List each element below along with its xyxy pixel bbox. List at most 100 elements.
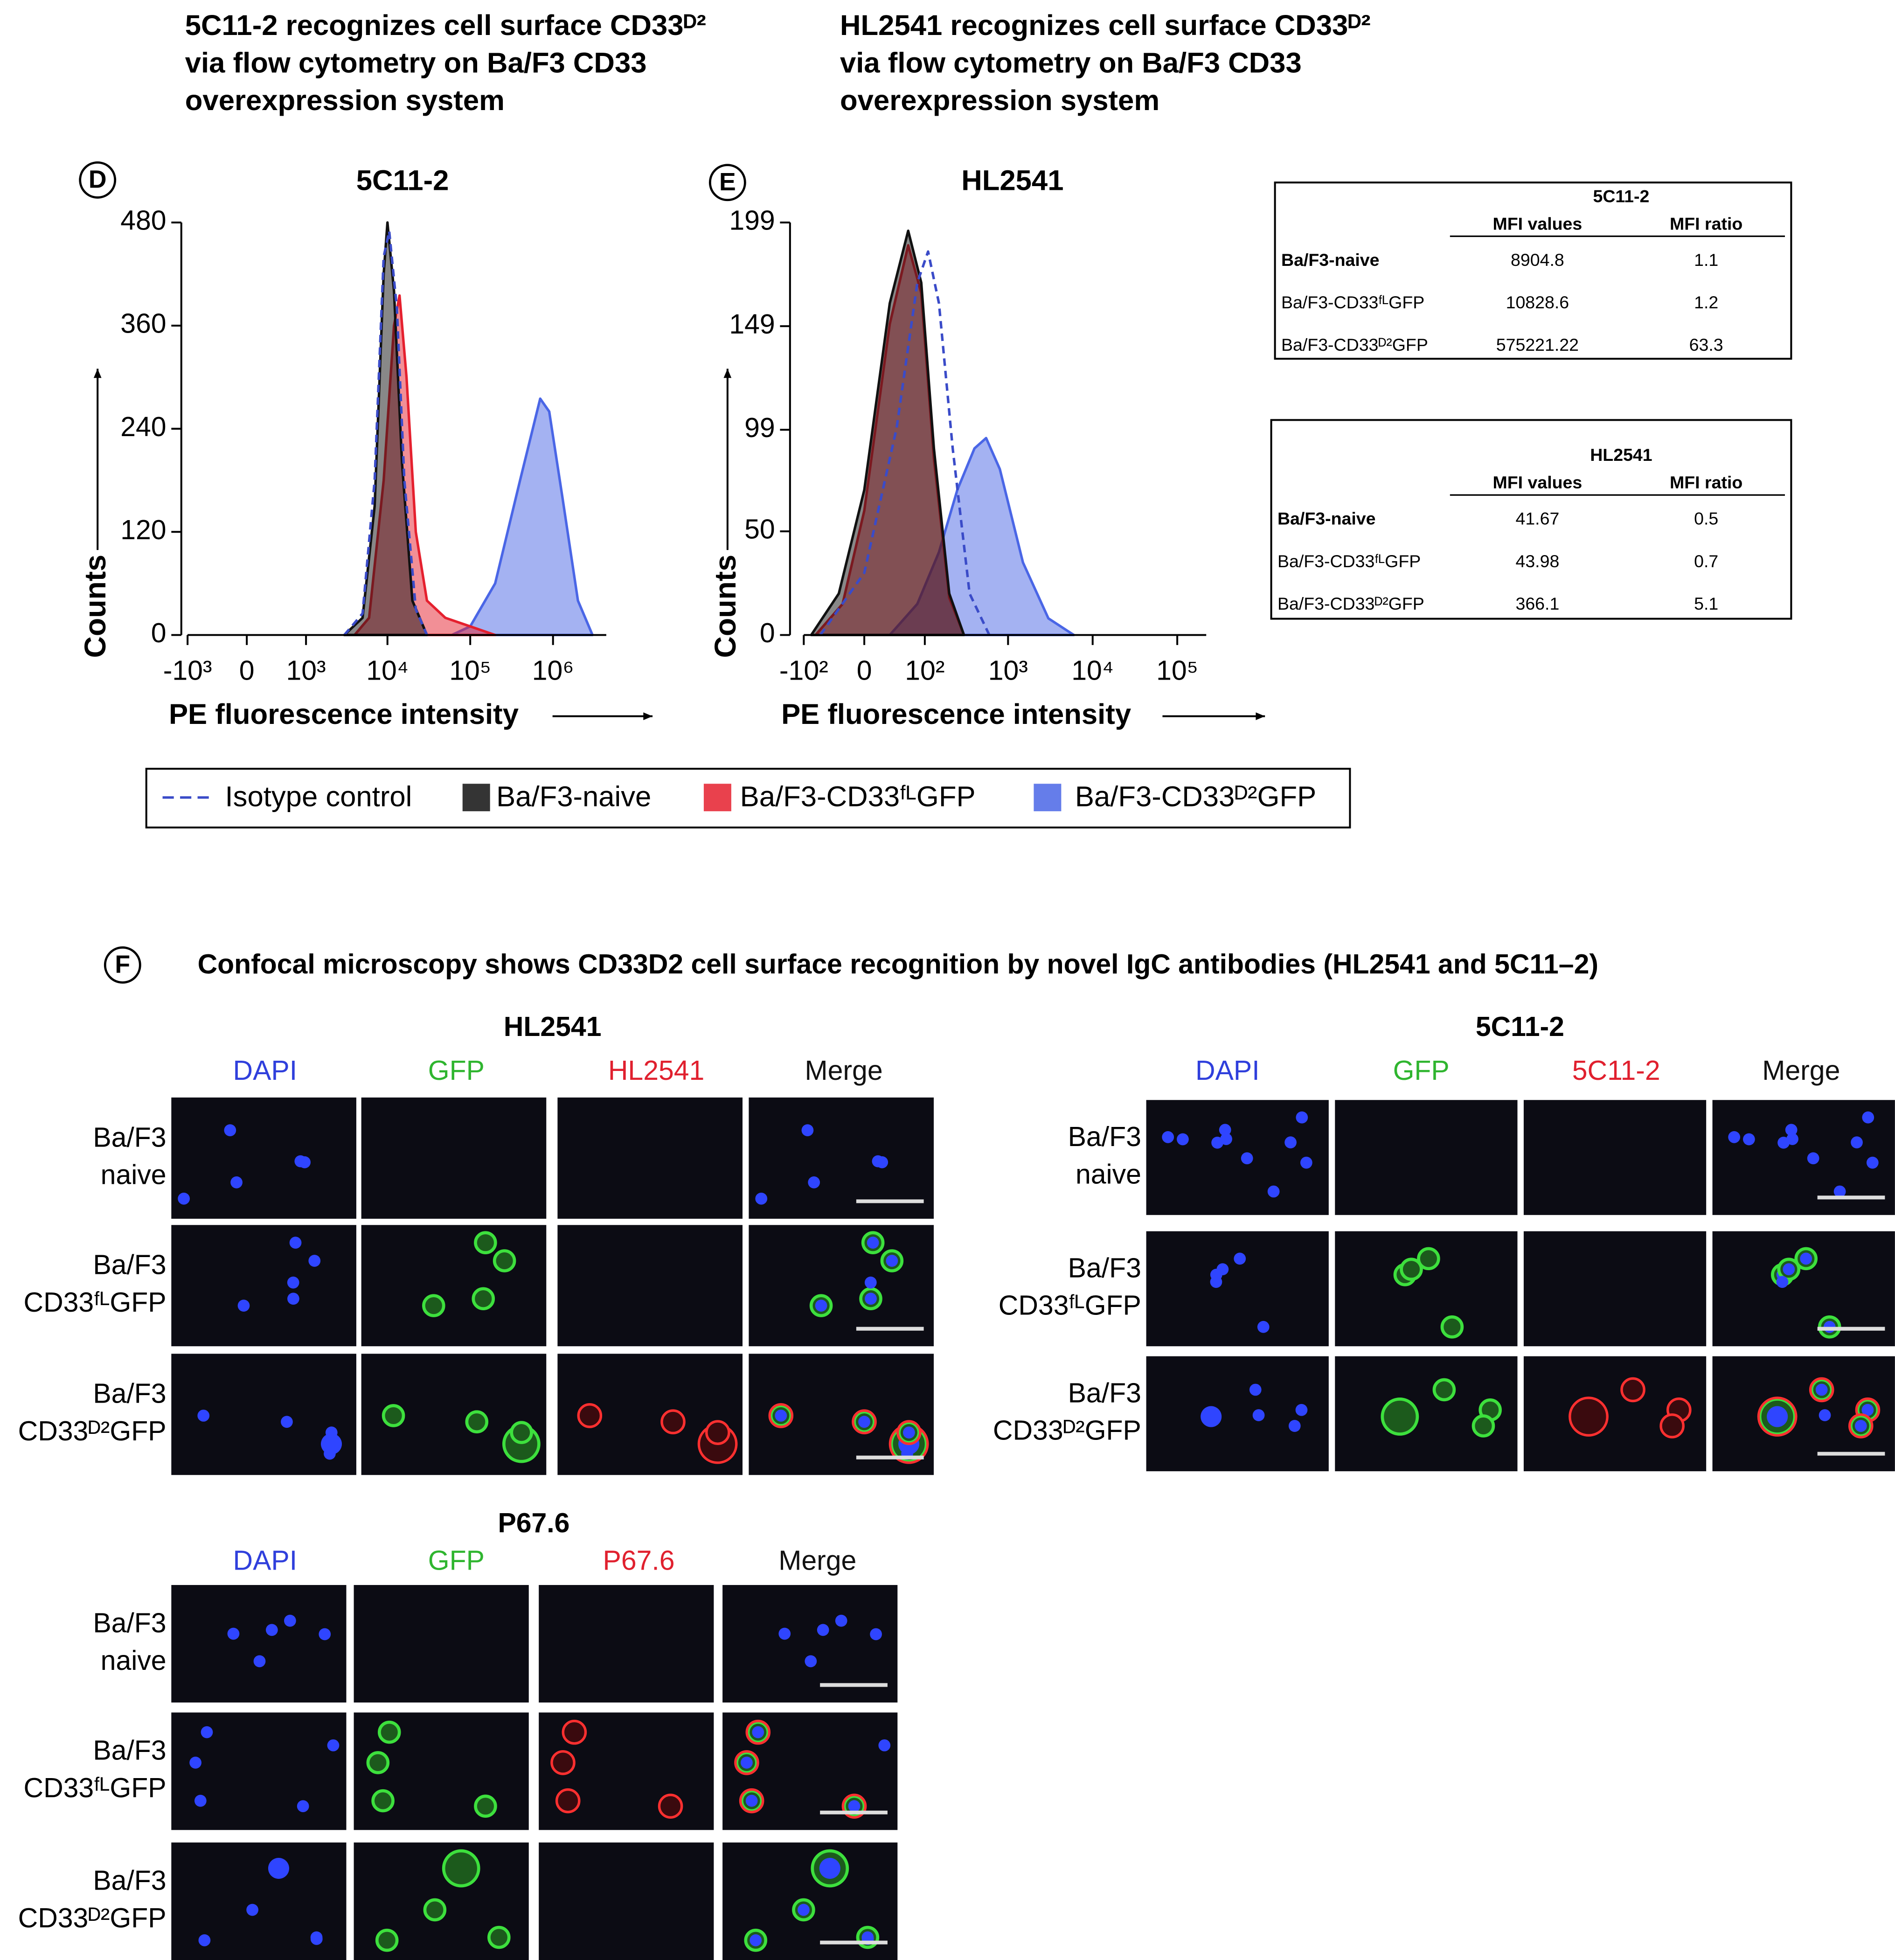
y-tick-label: 99: [744, 413, 775, 443]
x-tick-label: 10²: [905, 655, 944, 686]
cell-gfp: [487, 1925, 511, 1949]
column-header: Merge: [778, 1545, 856, 1576]
cell-nucleus: [1815, 1383, 1828, 1396]
legend-swatch: [462, 784, 490, 812]
cell-stain: [555, 1788, 581, 1814]
row-label: naive: [101, 1160, 167, 1190]
cell-gfp: [375, 1928, 399, 1952]
y-tick-label: 480: [120, 206, 166, 236]
cell-nucleus: [1767, 1406, 1788, 1427]
table-cell: 43.98: [1515, 551, 1559, 571]
micrograph: [1146, 1231, 1329, 1347]
cell-nucleus: [1807, 1152, 1819, 1165]
cell-nucleus: [835, 1614, 847, 1627]
cell-nucleus: [1786, 1133, 1798, 1145]
cell-gfp: [472, 1287, 495, 1311]
cell-nucleus: [178, 1192, 190, 1205]
cell-nucleus: [189, 1756, 201, 1769]
cell-nucleus: [324, 1447, 336, 1460]
micrograph: [354, 1585, 529, 1703]
cell-nucleus: [1252, 1409, 1265, 1421]
row-label: Ba/F3: [1068, 1378, 1141, 1408]
cell-nucleus: [265, 1624, 278, 1636]
cell-gfp: [474, 1794, 497, 1818]
y-axis-label: Counts: [708, 555, 742, 658]
cell-nucleus: [755, 1192, 768, 1205]
y-tick-label: 199: [729, 206, 775, 236]
arrow-head: [1256, 712, 1265, 720]
micrograph: [1335, 1100, 1518, 1215]
panel-heading: via flow cytometry on Ba/F3 CD33: [185, 47, 647, 79]
cell-nucleus: [1288, 1420, 1301, 1432]
group-title: P67.6: [498, 1508, 569, 1538]
cell-nucleus: [1177, 1133, 1189, 1146]
panel-heading: 5C11-2 recognizes cell surface CD33ᴰ²: [185, 9, 706, 42]
table-box: [1274, 181, 1792, 360]
cell-gfp: [1381, 1397, 1419, 1436]
cell-nucleus: [1210, 1276, 1222, 1288]
micrograph: [361, 1097, 547, 1219]
x-tick-label: 10⁵: [1156, 655, 1198, 686]
cell-stain: [1620, 1377, 1645, 1403]
panel-heading: Confocal microscopy shows CD33D2 cell su…: [198, 949, 1598, 980]
cell-gfp: [377, 1720, 401, 1744]
cell-stain: [705, 1420, 730, 1445]
x-tick-label: 0: [239, 655, 255, 686]
cell-nucleus: [848, 1800, 861, 1813]
panel-letter-circle: [79, 161, 117, 199]
table-row-label: Ba/F3-naive: [1281, 250, 1380, 270]
cell-nucleus: [198, 1934, 211, 1946]
row-label: Ba/F3: [93, 1608, 166, 1638]
cell-stain: [1659, 1413, 1685, 1439]
column-header: HL2541: [608, 1056, 704, 1086]
column-header: GFP: [428, 1056, 485, 1086]
cell-nucleus: [903, 1426, 915, 1439]
row-label: Ba/F3: [1068, 1122, 1141, 1152]
cell-nucleus: [1783, 1263, 1795, 1276]
cell-gfp: [1400, 1258, 1423, 1281]
cell-stain: [658, 1793, 683, 1819]
chart-title: 5C11-2: [356, 165, 449, 197]
cell-gfp: [1472, 1414, 1495, 1438]
micrograph: [171, 1585, 347, 1703]
cell-nucleus: [858, 1416, 870, 1428]
panel-letter-circle: [104, 946, 141, 984]
cell-nucleus: [778, 1627, 791, 1640]
histogram-curve: [819, 250, 991, 636]
row-label: CD33ᴰ²GFP: [18, 1416, 167, 1446]
y-tick-label: 360: [120, 309, 166, 339]
cell-nucleus: [878, 1739, 891, 1751]
cell-stain: [852, 1409, 877, 1435]
cell-nucleus: [1743, 1133, 1755, 1146]
cell-nucleus: [1257, 1321, 1270, 1333]
cell-nucleus: [876, 1156, 888, 1168]
table-row-label: Ba/F3-CD33ᶠᴸGFP: [1281, 292, 1424, 312]
cell-nucleus: [325, 1426, 338, 1439]
cell-nucleus: [298, 1156, 311, 1168]
cell-nucleus: [1300, 1156, 1312, 1169]
table-header: MFI values: [1493, 473, 1583, 492]
micrograph: [749, 1225, 934, 1347]
micrograph: [171, 1225, 356, 1347]
table-row-label: Ba/F3-CD33ᶠᴸGFP: [1277, 551, 1421, 571]
cell-nucleus: [1267, 1185, 1280, 1198]
row-label: Ba/F3: [93, 1379, 166, 1409]
arrow-head: [93, 368, 102, 378]
row-label: Ba/F3: [1068, 1253, 1141, 1283]
table-cell: 0.5: [1694, 509, 1718, 528]
x-tick-label: 10³: [286, 655, 326, 686]
cell-nucleus: [201, 1726, 213, 1738]
cell-nucleus: [750, 1934, 762, 1946]
cell-gfp: [510, 1421, 533, 1444]
panel-letter-circle: [708, 164, 746, 202]
micrograph: [557, 1097, 743, 1219]
cell-nucleus: [297, 1800, 309, 1813]
cell-stain: [1569, 1397, 1609, 1437]
cell-nucleus: [1162, 1131, 1174, 1143]
row-label: Ba/F3: [93, 1122, 166, 1153]
cell-nucleus: [775, 1410, 787, 1422]
cell-stain: [562, 1719, 587, 1745]
micrograph: [361, 1225, 547, 1347]
cell-gfp: [371, 1789, 395, 1813]
